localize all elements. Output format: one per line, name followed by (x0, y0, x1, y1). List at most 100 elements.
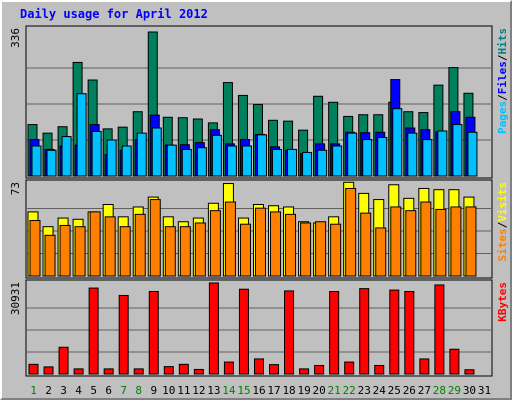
xtick-label: 12 (192, 384, 205, 397)
bar-pages-day-11 (181, 148, 192, 177)
bar-kbytes-day-19 (299, 368, 310, 375)
bar-pages-day-26 (407, 132, 418, 177)
bar-sites-day-9 (149, 199, 161, 277)
bar-sites-day-19 (300, 222, 312, 277)
bar-sites-day-2 (44, 234, 56, 277)
bar-kbytes-day-5 (88, 287, 99, 375)
xtick-label: 4 (75, 384, 82, 397)
xtick-label: 20 (313, 384, 326, 397)
bar-sites-day-8 (134, 213, 146, 277)
ytick-max-kbytes: 30931 (9, 282, 22, 315)
bar-sites-day-22 (345, 187, 357, 277)
axis-label-part: / (496, 54, 509, 61)
bar-sites-day-5 (89, 211, 101, 277)
bar-kbytes-day-2 (43, 366, 54, 375)
bar-pages-day-16 (256, 134, 267, 177)
ytick-max-visits-sites: 73 (9, 182, 22, 195)
bar-sites-day-3 (59, 224, 71, 277)
xtick-label: 17 (267, 384, 280, 397)
bar-pages-day-27 (422, 139, 433, 177)
bar-sites-day-27 (420, 201, 432, 277)
bar-kbytes-day-13 (208, 282, 219, 375)
bar-kbytes-day-18 (284, 290, 295, 375)
axis-label-part: Sites (496, 228, 509, 261)
xtick-label: 14 (222, 384, 236, 397)
bar-kbytes-day-26 (404, 290, 415, 375)
bar-pages-day-10 (166, 144, 177, 177)
bar-sites-day-20 (315, 221, 327, 277)
bar-sites-day-24 (375, 227, 387, 277)
bar-pages-day-9 (151, 127, 162, 177)
bar-pages-day-14 (226, 145, 237, 177)
xtick-label: 5 (90, 384, 97, 397)
xtick-label: 3 (60, 384, 67, 397)
bar-sites-day-18 (285, 213, 297, 277)
bar-kbytes-day-4 (73, 368, 84, 375)
xtick-label: 6 (105, 384, 112, 397)
xtick-label: 2 (45, 384, 52, 397)
xtick-label: 30 (463, 384, 476, 397)
bar-kbytes-day-24 (374, 364, 385, 375)
bar-kbytes-day-21 (329, 290, 340, 375)
bar-kbytes-day-16 (253, 358, 264, 375)
xtick-label: 22 (343, 384, 356, 397)
xtick-label: 23 (358, 384, 371, 397)
bar-sites-day-1 (29, 220, 41, 277)
ytick-max-hits-files-pages: 336 (9, 28, 22, 48)
bar-kbytes-day-22 (344, 361, 355, 375)
axis-label-kbytes: KBytes (496, 282, 509, 322)
xtick-label: 7 (120, 384, 127, 397)
xtick-label: 31 (478, 384, 491, 397)
xtick-label: 13 (207, 384, 220, 397)
bar-sites-day-11 (179, 226, 191, 277)
xtick-label: 19 (297, 384, 310, 397)
bar-kbytes-day-29 (449, 348, 460, 375)
bar-kbytes-day-27 (419, 358, 430, 375)
bar-pages-day-12 (196, 147, 207, 177)
axis-label-part: KBytes (496, 282, 509, 322)
bar-kbytes-day-1 (28, 363, 39, 375)
xtick-label: 8 (135, 384, 142, 397)
bar-sites-day-6 (104, 216, 116, 277)
bar-pages-day-28 (437, 130, 448, 177)
xtick-label: 28 (433, 384, 446, 397)
bar-pages-day-13 (211, 134, 222, 177)
bar-pages-day-2 (46, 149, 57, 177)
xtick-label: 27 (418, 384, 431, 397)
xtick-label: 18 (282, 384, 295, 397)
xtick-label: 11 (177, 384, 190, 397)
bar-pages-day-21 (332, 145, 343, 177)
bar-sites-day-17 (270, 211, 282, 277)
bar-kbytes-day-12 (193, 368, 204, 375)
bar-pages-day-23 (362, 139, 373, 177)
bar-sites-day-10 (164, 226, 176, 277)
bar-kbytes-day-14 (223, 361, 234, 375)
bar-kbytes-day-7 (118, 294, 129, 375)
bar-sites-day-7 (119, 226, 131, 277)
bar-pages-day-29 (452, 124, 463, 177)
bar-sites-day-15 (239, 223, 251, 277)
xtick-label: 21 (328, 384, 341, 397)
bar-kbytes-day-6 (103, 368, 114, 375)
bar-kbytes-day-17 (269, 364, 280, 375)
xtick-label: 26 (403, 384, 416, 397)
axis-label-part: / (496, 221, 509, 228)
bar-kbytes-day-28 (434, 284, 445, 375)
bar-pages-day-8 (136, 132, 147, 177)
bar-kbytes-day-8 (133, 368, 144, 375)
bar-pages-day-3 (61, 136, 72, 177)
xtick-label: 15 (237, 384, 250, 397)
axis-label-part: / (496, 94, 509, 101)
bar-pages-day-15 (241, 145, 252, 177)
bar-pages-day-18 (287, 148, 298, 177)
bar-kbytes-day-20 (314, 364, 325, 375)
bar-pages-day-24 (377, 136, 388, 177)
bar-kbytes-day-10 (163, 366, 174, 375)
bar-pages-day-30 (467, 131, 478, 177)
bar-kbytes-day-23 (359, 288, 370, 375)
xtick-label: 29 (448, 384, 461, 397)
bar-sites-day-13 (209, 210, 221, 277)
bar-pages-day-20 (317, 149, 328, 177)
